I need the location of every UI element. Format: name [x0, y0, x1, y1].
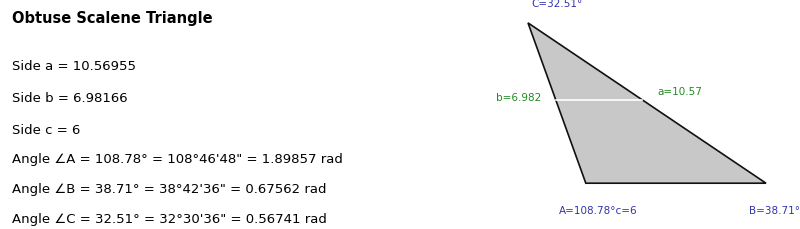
Text: Side b = 6.98166: Side b = 6.98166 — [12, 92, 127, 105]
Text: A=108.78°c=6: A=108.78°c=6 — [558, 206, 638, 216]
Text: Side a = 10.56955: Side a = 10.56955 — [12, 60, 136, 73]
Text: a=10.57: a=10.57 — [658, 87, 702, 97]
Text: b=6.982: b=6.982 — [496, 93, 541, 104]
Text: Angle ∠B = 38.71° = 38°42'36" = 0.67562 rad: Angle ∠B = 38.71° = 38°42'36" = 0.67562 … — [12, 183, 326, 196]
Polygon shape — [528, 23, 766, 183]
Text: B=38.71°: B=38.71° — [749, 206, 800, 216]
Text: Obtuse Scalene Triangle: Obtuse Scalene Triangle — [12, 11, 213, 27]
Text: C=32.51°: C=32.51° — [531, 0, 582, 9]
Text: Side c = 6: Side c = 6 — [12, 124, 80, 137]
Text: Angle ∠A = 108.78° = 108°46'48" = 1.89857 rad: Angle ∠A = 108.78° = 108°46'48" = 1.8985… — [12, 153, 342, 166]
Text: Angle ∠C = 32.51° = 32°30'36" = 0.56741 rad: Angle ∠C = 32.51° = 32°30'36" = 0.56741 … — [12, 213, 326, 226]
